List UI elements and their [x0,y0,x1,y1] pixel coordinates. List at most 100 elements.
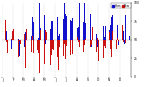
Bar [33,22,34,40]
Bar [98,40,99,61]
Bar [51,40,52,55]
Bar [103,40,104,58]
Bar [72,40,73,54]
Bar [23,38,24,40]
Bar [84,3,85,40]
Bar [90,40,91,47]
Bar [95,40,96,44]
Bar [125,40,126,43]
Bar [32,17,33,40]
Bar [72,18,73,40]
Bar [3,40,4,43]
Bar [115,40,116,49]
Bar [13,34,14,40]
Bar [8,40,9,50]
Bar [26,39,27,40]
Bar [123,31,124,40]
Bar [105,40,106,48]
Bar [78,40,79,42]
Bar [77,28,78,40]
Bar [75,40,76,52]
Bar [6,31,7,40]
Bar [43,40,44,41]
Bar [45,30,46,40]
Bar [102,26,103,40]
Bar [83,22,84,40]
Bar [117,38,118,40]
Bar [57,40,58,57]
Bar [91,40,92,47]
Bar [12,31,13,40]
Bar [71,21,72,40]
Bar [40,28,41,40]
Bar [115,40,116,44]
Bar [50,29,51,40]
Bar [32,36,33,40]
Bar [28,19,29,40]
Bar [40,30,41,40]
Bar [112,31,113,40]
Bar [46,38,47,40]
Bar [90,14,91,40]
Bar [19,40,20,56]
Bar [73,40,74,70]
Bar [102,40,103,56]
Bar [31,40,32,52]
Bar [11,39,12,40]
Bar [100,40,101,50]
Bar [92,27,93,40]
Bar [125,15,126,40]
Bar [23,30,24,40]
Bar [26,29,27,40]
Bar [52,40,53,49]
Bar [83,40,84,52]
Bar [110,25,111,40]
Bar [33,40,34,53]
Bar [85,39,86,40]
Bar [12,38,13,40]
Bar [124,40,125,44]
Bar [60,12,61,40]
Bar [97,38,98,40]
Bar [91,40,92,45]
Bar [6,40,7,42]
Bar [75,16,76,40]
Bar [85,23,86,40]
Bar [58,40,59,70]
Bar [25,40,26,68]
Bar [18,40,19,57]
Bar [95,40,96,66]
Bar [20,40,21,41]
Bar [52,21,53,40]
Bar [129,36,130,40]
Bar [103,26,104,40]
Bar [122,31,123,40]
Bar [123,40,124,42]
Legend: Hum, Dew: Hum, Dew [111,3,131,8]
Bar [28,40,29,42]
Bar [46,32,47,40]
Bar [51,21,52,40]
Bar [104,37,105,40]
Bar [78,27,79,40]
Bar [18,39,19,40]
Bar [84,40,85,45]
Bar [92,36,93,40]
Bar [112,15,113,40]
Bar [118,40,119,45]
Bar [70,20,71,40]
Bar [25,32,26,40]
Bar [60,40,61,68]
Bar [70,40,71,55]
Bar [50,40,51,65]
Bar [53,40,54,50]
Bar [45,40,46,44]
Bar [38,38,39,40]
Bar [100,28,101,40]
Bar [43,40,44,66]
Bar [5,20,6,40]
Bar [30,39,31,40]
Bar [31,36,32,40]
Bar [105,26,106,40]
Bar [73,9,74,40]
